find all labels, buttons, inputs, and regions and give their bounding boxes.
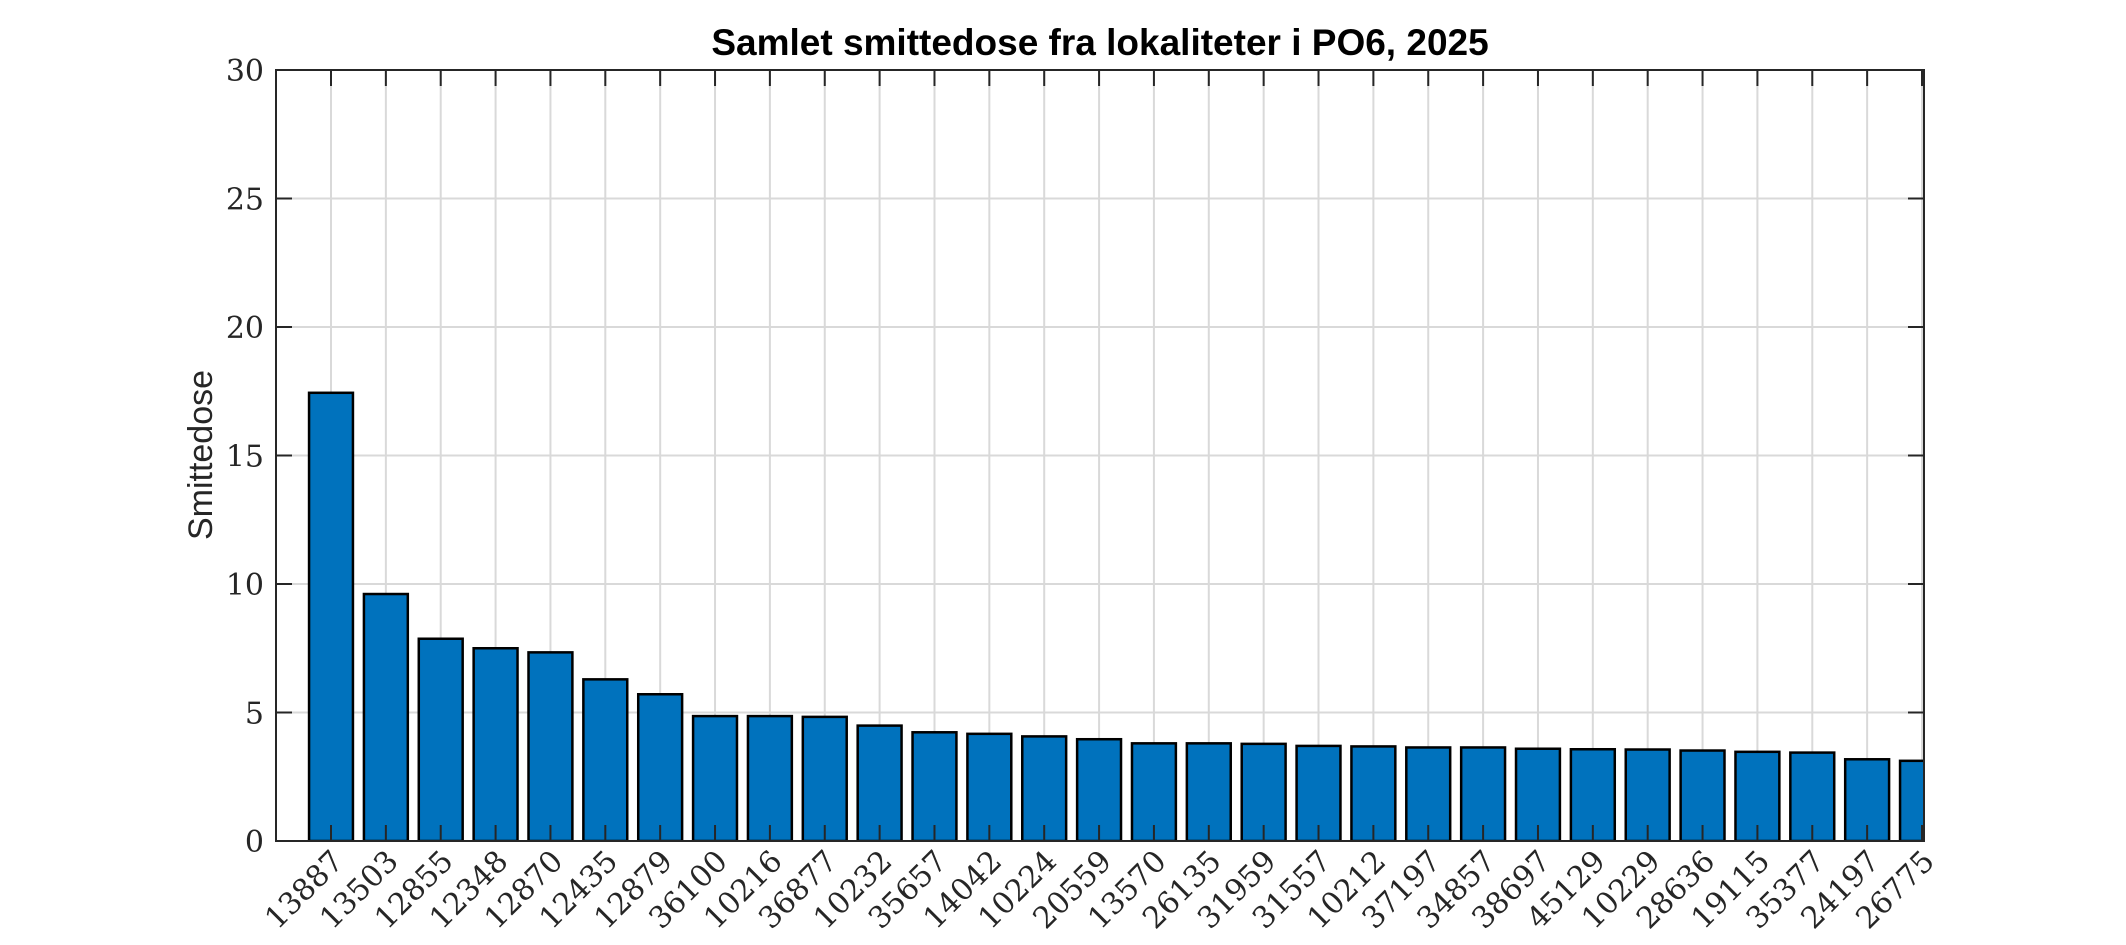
bar-14042: [966, 732, 1013, 841]
bar-35657: [911, 731, 958, 841]
bar-12855: [417, 637, 464, 841]
grid: [276, 70, 1924, 841]
bar-31959: [1240, 742, 1287, 841]
y-tick-label: 0: [245, 825, 264, 860]
bar-36877: [801, 715, 848, 841]
bar-12870: [527, 651, 574, 841]
y-tick-label: 5: [245, 697, 264, 732]
axes-box: [275, 69, 1925, 842]
bar-13887: [307, 391, 355, 841]
bar-20559: [1075, 737, 1123, 841]
bar-10232: [856, 724, 903, 841]
bar-12348: [472, 647, 519, 841]
bars: [307, 391, 1924, 841]
bar-10216: [746, 714, 794, 841]
y-tick-label: 10: [226, 568, 264, 603]
bar-10224: [1021, 735, 1068, 841]
bar-12435: [582, 678, 629, 841]
bar-26135: [1185, 742, 1232, 841]
y-axis-label: Smittedose: [182, 370, 220, 540]
y-tick-label: 15: [226, 440, 264, 475]
chart-title: Samlet smittedose fra lokaliteter i PO6,…: [711, 22, 1488, 63]
axes: [275, 69, 1925, 842]
y-tick-label: 25: [226, 183, 264, 218]
bar-13503: [362, 592, 410, 841]
y-tick-label: 30: [226, 54, 264, 89]
bar-36100: [691, 714, 739, 841]
bar-12879: [636, 693, 684, 841]
y-tick-label: 20: [226, 311, 264, 346]
bar-13570: [1130, 742, 1178, 841]
